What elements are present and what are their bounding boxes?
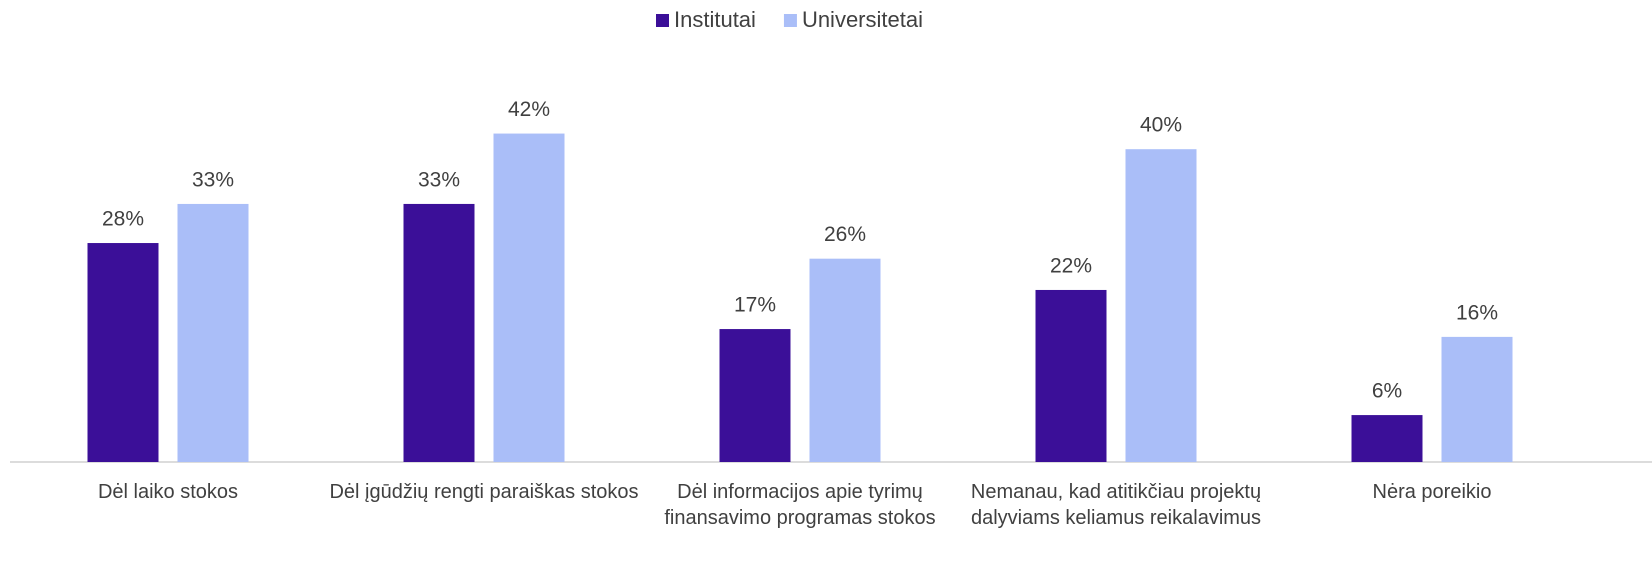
legend-swatch <box>783 14 797 27</box>
x-tick-label: Nemanau, kad atitikčiau projektų dalyvia… <box>970 481 1262 529</box>
data-label: 16% <box>1456 301 1498 324</box>
data-label: 17% <box>734 294 776 317</box>
bar <box>403 203 475 462</box>
data-label: 33% <box>418 168 460 191</box>
bar <box>1351 415 1423 462</box>
bar <box>177 203 249 462</box>
bar <box>1035 289 1107 462</box>
bar <box>493 133 565 462</box>
x-tick-label: Dėl įgūdžių rengti paraiškas stokos <box>329 481 639 503</box>
x-tick-label: Nėra poreikio <box>1372 481 1492 503</box>
bar <box>1125 149 1197 462</box>
data-label: 22% <box>1050 255 1092 278</box>
bar <box>87 243 159 462</box>
data-label: 40% <box>1140 114 1182 137</box>
x-tick-label: Dėl laiko stokos <box>97 481 239 503</box>
legend-swatch <box>656 14 669 27</box>
data-label: 28% <box>102 208 144 231</box>
bar <box>1441 336 1513 462</box>
legend-label: Universitetai <box>802 7 923 32</box>
legend-label: Institutai <box>674 7 756 32</box>
bar <box>809 258 881 462</box>
x-tick-label: Dėl informacijos apie tyrimų finansavimo… <box>664 481 936 529</box>
bar <box>719 329 791 462</box>
data-label: 6% <box>1372 380 1402 403</box>
data-label: 26% <box>824 223 866 246</box>
data-label: 42% <box>508 98 550 121</box>
data-label: 33% <box>192 168 234 191</box>
